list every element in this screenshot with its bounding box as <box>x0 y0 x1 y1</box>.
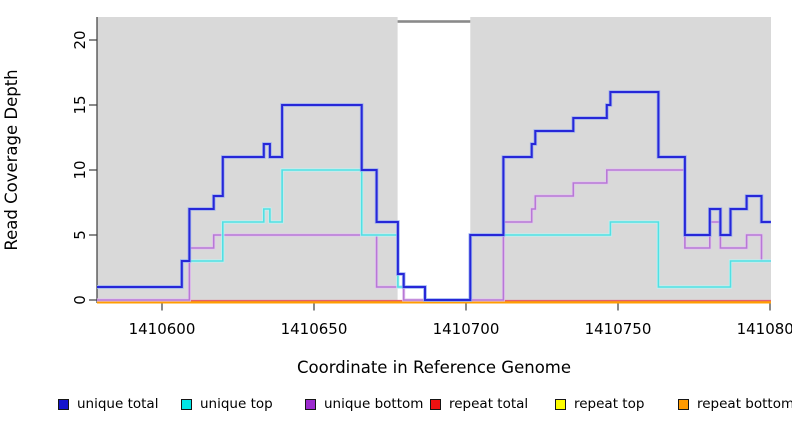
legend-label-repeat-total: repeat total <box>449 396 529 412</box>
x-tick-label: 1410650 <box>281 320 348 338</box>
legend-item-repeat-total: repeat total <box>430 397 528 411</box>
legend-label-repeat-top: repeat top <box>574 396 645 412</box>
legend-swatch-repeat-total <box>430 398 441 410</box>
x-tick-label: 1410750 <box>585 320 652 338</box>
y-tick-label: 0 <box>71 295 89 305</box>
legend-item-unique-bottom: unique bottom <box>305 397 423 411</box>
legend-swatch-repeat-top <box>555 398 566 410</box>
legend-swatch-repeat-bottom <box>678 398 689 410</box>
x-tick-label: 1410800 <box>737 320 792 338</box>
legend-swatch-unique-total <box>58 398 69 410</box>
legend-label-unique-total: unique total <box>77 396 159 412</box>
y-axis-ticks: 0 5 10 15 20 <box>71 30 97 305</box>
x-tick-label: 1410600 <box>129 320 196 338</box>
legend-item-unique-top: unique top <box>181 397 273 411</box>
y-axis-title: Read Coverage Depth <box>2 69 21 250</box>
legend-label-repeat-bottom: repeat bottom <box>697 396 792 412</box>
legend-item-repeat-bottom: repeat bottom <box>678 397 792 411</box>
legend-item-repeat-top: repeat top <box>555 397 644 411</box>
x-axis-title: Coordinate in Reference Genome <box>297 358 571 377</box>
series-unique_bottom-line <box>97 169 771 301</box>
series-unique_total-line <box>97 91 771 301</box>
x-tick-label: 1410700 <box>433 320 500 338</box>
series-lines <box>97 90 771 304</box>
y-tick-label: 10 <box>71 160 89 179</box>
legend-label-unique-top: unique top <box>200 396 273 412</box>
legend-swatch-unique-bottom <box>305 398 316 410</box>
y-tick-label: 20 <box>71 30 89 49</box>
series-unique_top-line <box>97 169 771 301</box>
repeat-region-marker-bar <box>397 20 471 23</box>
y-tick-label: 15 <box>71 95 89 114</box>
x-axis-ticks: 1410600 1410650 1410700 1410750 1410800 <box>129 303 792 338</box>
masked-region <box>397 17 471 303</box>
y-tick-label: 5 <box>71 230 89 240</box>
legend-item-unique-total: unique total <box>58 397 158 411</box>
legend-swatch-unique-top <box>181 398 192 410</box>
legend-label-unique-bottom: unique bottom <box>324 396 424 412</box>
